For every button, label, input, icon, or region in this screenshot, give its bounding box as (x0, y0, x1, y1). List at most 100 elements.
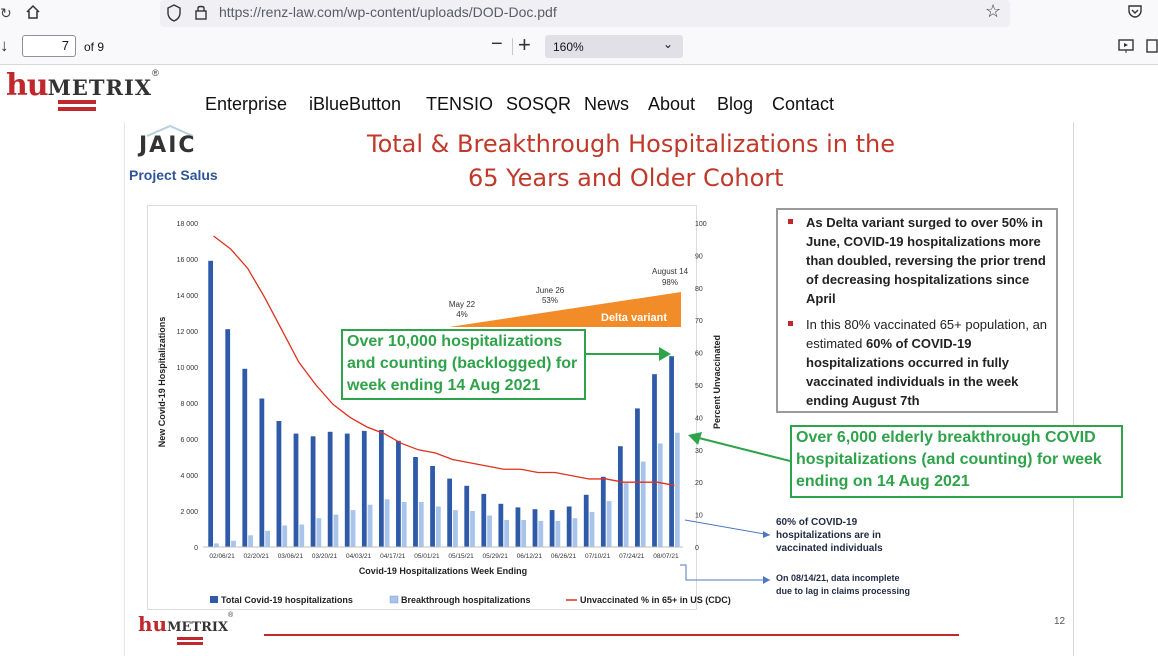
presentation-mode-icon[interactable] (1118, 38, 1134, 59)
y2-tick-label: 90 (695, 253, 703, 260)
y2-tick-label: 20 (695, 480, 703, 487)
nav-contact[interactable]: Contact (772, 94, 835, 114)
bullet-marker (788, 219, 793, 224)
y2-tick-label: 80 (695, 286, 703, 293)
zoom-out-button[interactable]: − (491, 33, 503, 55)
x-tick-label: 07/10/21 (585, 553, 611, 560)
reload-icon[interactable]: ↻ (0, 5, 12, 21)
bar-total (652, 374, 657, 547)
logo-underline (58, 107, 96, 111)
shield-icon[interactable] (166, 4, 182, 27)
logo-underline (58, 100, 96, 104)
lock-icon[interactable] (194, 3, 208, 26)
bar-total (361, 430, 367, 547)
bar-breakthrough (316, 518, 322, 547)
nav-blog[interactable]: Blog (717, 94, 754, 114)
legend-breakthrough: Breakthrough hospitalizations (401, 595, 531, 605)
y2-tick-label: 70 (695, 318, 703, 325)
bullet-marker (788, 321, 793, 326)
annotation-august14: August 14 (652, 267, 689, 276)
x-tick-label: 05/29/21 (483, 553, 509, 560)
pocket-icon[interactable] (1127, 3, 1143, 24)
bar-breakthrough (418, 502, 424, 547)
bar-total (669, 356, 674, 547)
bar-breakthrough (504, 520, 510, 547)
x-tick-label: 03/20/21 (312, 553, 338, 560)
legend-swatch-breakthrough (389, 595, 399, 604)
footer-logo-underline (177, 642, 203, 645)
note-vaccinated: 60% of COVID-19 hospitalizations are in … (776, 517, 883, 554)
nav-sosqr[interactable]: SOSQR (506, 94, 572, 114)
nav-tensio[interactable]: TENSIO (426, 94, 494, 114)
bar-total (617, 446, 623, 547)
y2-tick-label: 40 (695, 415, 703, 422)
callout-backlogged: Over 10,000 hospitalizations and countin… (341, 329, 586, 400)
slide-page-number: 12 (1054, 616, 1066, 627)
org-name: Project Salus (129, 167, 218, 183)
bar-total (430, 466, 435, 547)
nav-news[interactable]: News (584, 94, 630, 114)
arrowhead (659, 347, 671, 361)
annotation-june26-value: 53% (542, 296, 558, 305)
bar-breakthrough (248, 535, 253, 547)
bar-total (566, 506, 572, 547)
annotation-august14-value: 98% (662, 278, 678, 287)
zoom-in-button[interactable]: + (518, 32, 531, 57)
slide-title-line2: 65 Years and Older Cohort (468, 164, 784, 192)
url-bar[interactable] (160, 0, 1010, 27)
bar-total (242, 368, 248, 547)
bar-breakthrough (299, 524, 305, 547)
bar-total (344, 433, 350, 547)
nav-enterprise[interactable]: Enterprise (205, 94, 288, 114)
delta-variant-wedge (449, 292, 681, 327)
y2-axis-label: Percent Unvaccinated (712, 335, 722, 429)
home-icon[interactable] (24, 3, 42, 26)
x-tick-label: 02/06/21 (209, 553, 235, 560)
bar-breakthrough (674, 432, 680, 547)
pointer-line-incomplete (680, 564, 770, 581)
bar-total (413, 457, 418, 547)
bar-breakthrough (401, 502, 407, 547)
open-file-icon[interactable] (1146, 38, 1158, 59)
x-tick-label: 06/26/21 (551, 553, 577, 560)
bar-breakthrough (555, 520, 561, 547)
bar-total (481, 493, 487, 547)
next-page-icon[interactable]: ↓ (0, 36, 9, 55)
bar-total (515, 507, 521, 547)
nav-about[interactable]: About (648, 94, 696, 114)
bar-total (532, 509, 538, 547)
bar-total (583, 494, 589, 547)
nav-ibluebutton[interactable]: iBlueButton (309, 94, 402, 114)
legend-total: Total Covid-19 hospitalizations (221, 595, 353, 605)
page-number-input[interactable]: 7 (22, 35, 76, 57)
footer-rule (264, 634, 959, 636)
bar-total (378, 430, 384, 547)
bar-total (259, 398, 265, 547)
bar-breakthrough (265, 530, 271, 547)
bar-breakthrough (623, 483, 629, 547)
y-tick-label: 4 000 (180, 473, 198, 480)
bar-total (310, 436, 316, 547)
toolbar-divider (512, 38, 513, 55)
humetrix-logo[interactable]: huMETRIX® (6, 68, 159, 103)
bar-breakthrough (589, 511, 595, 547)
footer-logo-underline (177, 637, 203, 640)
bar-breakthrough (231, 540, 236, 547)
y2-tick-label: 0 (695, 545, 699, 552)
bar-total (327, 431, 333, 547)
bookmark-star-icon[interactable]: ☆ (985, 1, 1002, 21)
url-text[interactable]: https://renz-law.com/wp-content/uploads/… (219, 4, 557, 20)
x-tick-label: 08/07/21 (653, 553, 679, 560)
legend-swatch-total (210, 596, 218, 603)
y-axis-label: New Covid-19 Hospitalizations (157, 317, 167, 448)
chevron-down-icon: ⌄ (663, 37, 674, 51)
bar-breakthrough (384, 499, 390, 547)
zoom-select[interactable]: 160% ⌄ (545, 35, 683, 58)
annotation-may22-value: 4% (456, 310, 468, 319)
y2-tick-label: 50 (695, 383, 703, 390)
y-tick-label: 12 000 (177, 329, 199, 336)
bar-total (498, 503, 504, 547)
bar-total (276, 421, 282, 547)
finding-1: As Delta variant surged to over 50% in J… (806, 215, 1046, 306)
